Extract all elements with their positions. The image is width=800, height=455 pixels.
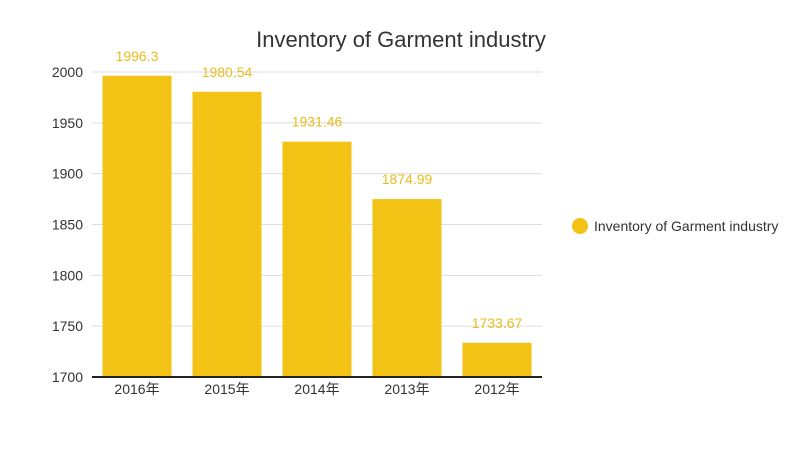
data-label: 1980.54 xyxy=(202,64,253,80)
bar[interactable] xyxy=(372,199,442,377)
y-tick-label: 1800 xyxy=(52,267,83,283)
legend-marker xyxy=(572,218,588,234)
bar[interactable] xyxy=(462,342,532,377)
bar[interactable] xyxy=(102,75,172,378)
data-label: 1733.67 xyxy=(472,315,523,331)
x-tick-label: 2012年 xyxy=(474,381,519,397)
y-tick-label: 1850 xyxy=(52,217,83,233)
data-label: 1874.99 xyxy=(382,171,433,187)
y-tick-label: 1700 xyxy=(52,369,83,385)
y-axis-ticks: 1700 1750 1800 1850 1900 1950 2000 xyxy=(52,64,83,385)
data-labels: 1996.3 1980.54 1931.46 1874.99 1733.67 xyxy=(116,48,523,331)
x-tick-label: 2014年 xyxy=(294,381,339,397)
bar[interactable] xyxy=(192,91,262,377)
x-tick-label: 2016年 xyxy=(114,381,159,397)
legend[interactable]: Inventory of Garment industry xyxy=(572,218,778,234)
y-tick-label: 1950 xyxy=(52,115,83,131)
y-tick-label: 2000 xyxy=(52,64,83,80)
legend-label: Inventory of Garment industry xyxy=(594,218,778,234)
y-tick-label: 1750 xyxy=(52,318,83,334)
data-label: 1931.46 xyxy=(292,114,343,130)
data-label: 1996.3 xyxy=(116,48,159,64)
chart-title: Inventory of Garment industry xyxy=(256,27,546,52)
bar[interactable] xyxy=(282,141,352,377)
x-tick-label: 2013年 xyxy=(384,381,429,397)
bars xyxy=(102,75,532,378)
x-tick-label: 2015年 xyxy=(204,381,249,397)
x-axis-ticks: 2016年 2015年 2014年 2013年 2012年 xyxy=(114,381,519,397)
y-tick-label: 1900 xyxy=(52,166,83,182)
